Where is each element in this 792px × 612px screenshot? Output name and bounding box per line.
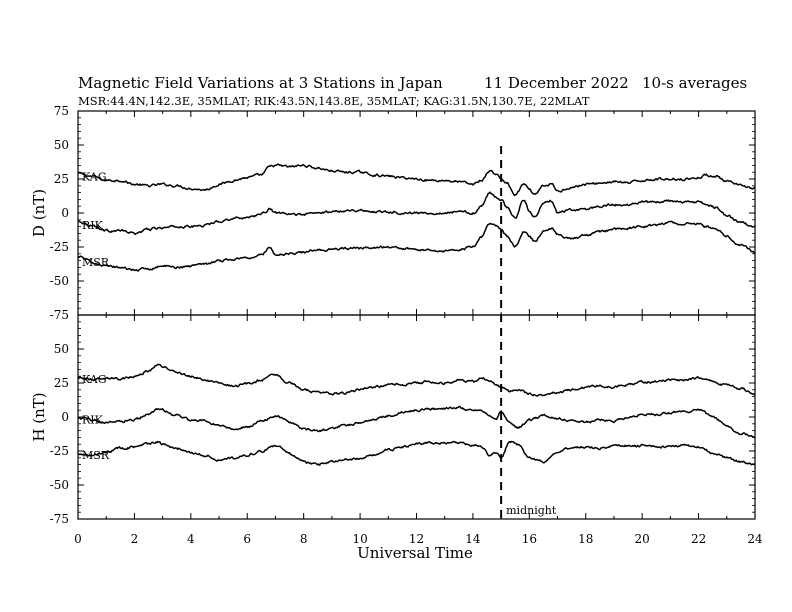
x-tick-label: 18	[578, 532, 593, 546]
series-label-rik: RIK	[82, 414, 104, 427]
y-tick-label: -50	[50, 478, 69, 492]
y-tick-label: -25	[50, 444, 69, 458]
x-tick-label: 0	[74, 532, 82, 546]
series-line-msr	[77, 440, 756, 466]
series-line-kag	[77, 363, 756, 397]
chart-title: Magnetic Field Variations at 3 Stations …	[78, 74, 443, 92]
y-tick-label: 25	[54, 376, 69, 390]
y-tick-label: 0	[61, 206, 69, 220]
y-tick-label: 0	[61, 410, 69, 424]
panel-d: 75 50 25 0 -25 -50 -75 D (nT) KAG RIK MSR	[30, 104, 756, 322]
series-line-kag	[77, 163, 756, 197]
x-axis-label: Universal Time	[357, 544, 473, 562]
series-line-rik	[78, 405, 756, 439]
x-tick-label: 4	[187, 532, 195, 546]
x-axis: 0 2 4 6 8 10 12 14 16 18 20 22 24	[74, 532, 763, 546]
averaging-label: 10-s averages	[642, 74, 747, 92]
x-tick-label: 14	[465, 532, 481, 546]
series-label-kag: KAG	[82, 170, 107, 183]
y-tick-label: 50	[54, 138, 69, 152]
x-tick-label: 24	[747, 532, 763, 546]
x-tick-label: 2	[131, 532, 139, 546]
series-line-msr	[77, 220, 756, 272]
y-tick-label: -50	[50, 274, 69, 288]
series-line-rik	[77, 191, 756, 236]
y-tick-label: 25	[54, 172, 69, 186]
series-label-kag: KAG	[82, 373, 107, 386]
y-tick-label: 50	[54, 342, 69, 356]
series-label-msr: MSR	[82, 449, 110, 462]
panel-frame	[77, 314, 756, 520]
x-tick-label: 8	[300, 532, 308, 546]
x-tick-label: 20	[635, 532, 650, 546]
midnight-annotation: midnight	[506, 504, 557, 517]
y-tick-label: 75	[54, 104, 69, 118]
x-tick-label: 12	[409, 532, 424, 546]
plot-panels: 75 50 25 0 -25 -50 -75 D (nT) KAG RIK MSR 50 25 0 -25 -…	[30, 104, 756, 526]
chart-date: 11 December 2022	[484, 74, 629, 92]
y-axis-label: D (nT)	[30, 189, 48, 237]
y-axis-label: H (nT)	[30, 392, 48, 441]
stations-info: MSR:44.4N,142.3E, 35MLAT; RIK:43.5N,143.…	[78, 94, 590, 108]
y-tick-label: -75	[50, 512, 69, 526]
x-tick-label: 10	[352, 532, 367, 546]
y-tick-label: -75	[50, 308, 69, 322]
x-tick-label: 16	[522, 532, 537, 546]
x-tick-label: 22	[691, 532, 706, 546]
x-tick-label: 6	[243, 532, 251, 546]
series-label-msr: MSR	[82, 256, 110, 269]
panel-h: 50 25 0 -25 -50 -75 H (nT) KAG RIK MSR	[30, 314, 756, 526]
y-tick-label: -25	[50, 240, 69, 254]
series-label-rik: RIK	[82, 219, 104, 232]
